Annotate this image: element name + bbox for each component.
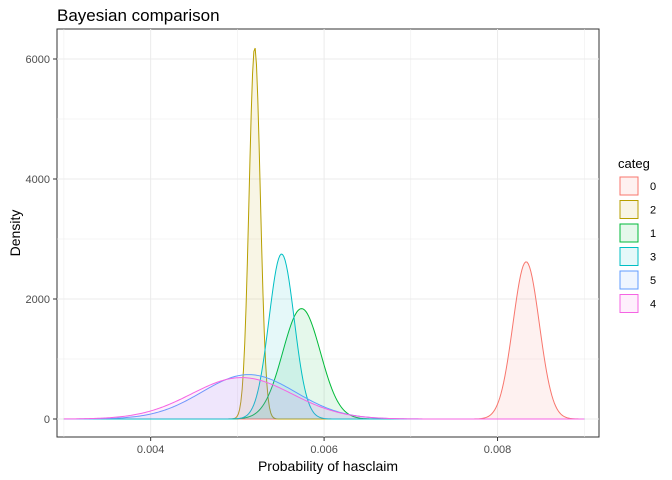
y-axis: 0 2000 4000 6000 bbox=[26, 54, 57, 426]
grid-lines bbox=[57, 29, 599, 437]
legend-key-5 bbox=[619, 270, 639, 290]
legend-label-2: 2 bbox=[650, 205, 656, 217]
legend-key-4 bbox=[619, 294, 639, 313]
plot-panel bbox=[56, 28, 600, 438]
legend-label-4: 4 bbox=[650, 299, 656, 311]
series-4-line bbox=[63, 377, 585, 420]
legend-title: categ bbox=[618, 156, 650, 171]
series-5-area bbox=[63, 374, 585, 419]
series-1-area bbox=[63, 308, 585, 419]
x-axis-title: Probability of hasclaim bbox=[258, 458, 398, 474]
x-axis: 0.004 0.006 0.008 bbox=[137, 437, 511, 456]
y-tick-label: 2000 bbox=[26, 294, 50, 306]
chart-title: Bayesian comparison bbox=[57, 6, 220, 25]
legend-key-0 bbox=[619, 176, 639, 196]
legend-key-2 bbox=[619, 200, 639, 219]
series-4-area bbox=[63, 377, 585, 419]
legend-label-3: 3 bbox=[650, 252, 656, 264]
density-series bbox=[63, 47, 585, 420]
y-axis-title: Density bbox=[7, 210, 23, 257]
legend-label-5: 5 bbox=[650, 275, 656, 287]
legend: categ 0 2 1 3 5 4 bbox=[618, 156, 656, 313]
x-tick-label: 0.008 bbox=[484, 444, 512, 456]
legend-key-3 bbox=[619, 247, 639, 266]
x-tick-label: 0.004 bbox=[137, 444, 165, 456]
legend-key-1 bbox=[619, 223, 639, 243]
legend-label-1: 1 bbox=[650, 228, 656, 240]
y-tick-label: 6000 bbox=[26, 54, 50, 66]
x-tick-label: 0.006 bbox=[310, 444, 338, 456]
y-tick-label: 4000 bbox=[26, 174, 50, 186]
series-0-area bbox=[63, 261, 585, 419]
legend-label-0: 0 bbox=[650, 181, 656, 193]
y-tick-label: 0 bbox=[44, 414, 50, 426]
